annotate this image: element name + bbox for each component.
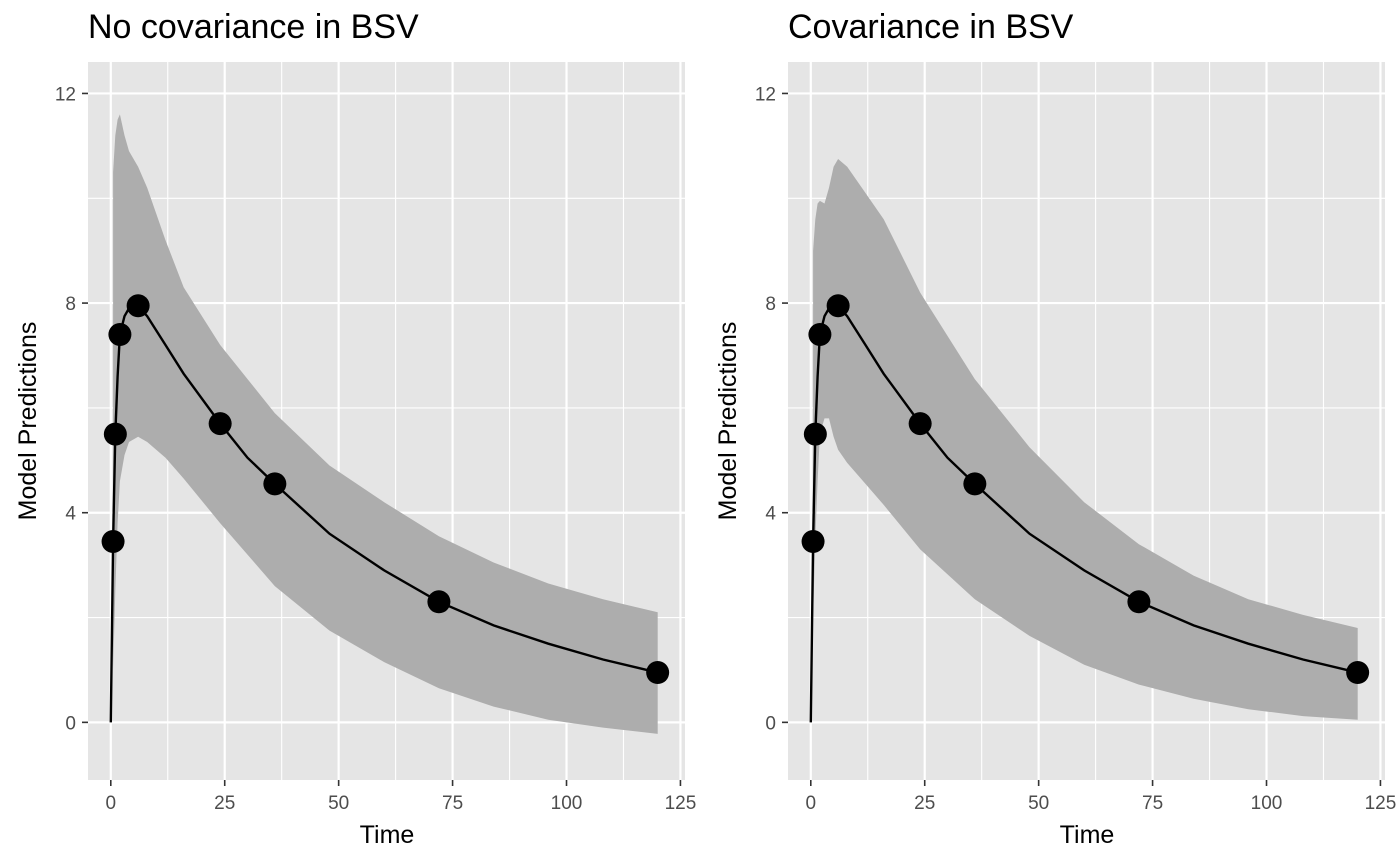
panel-right-axes: 0 25 50 75 100 125 0 4 8 12 [755,84,1396,814]
panel-right-ribbon [813,159,1358,720]
panel-right-x-tick-label: 75 [1142,793,1163,814]
panel-right: Covariance in BSV 0 25 50 75 100 125 0 4 8 12 Tim… [714,8,1396,849]
panel-left-curve [109,304,658,723]
panel-left-ribbon [113,114,658,734]
panel-left-data-point [208,412,232,436]
panel-left-x-tick-label: 75 [442,793,463,814]
panel-left-x-tick-label: 25 [214,793,235,814]
panel-left-y-tick-label: 4 [65,504,76,525]
panel-right-y-axis-title: Model Predictions [714,322,742,521]
panel-left-data-point [427,590,451,614]
panel-right-x-tick-label: 50 [1028,793,1049,814]
panel-left-data-point [103,422,127,446]
panel-right-data-point [826,294,850,318]
panel-right-x-tick-label: 25 [914,793,935,814]
panel-right-grid [788,62,1385,780]
panel-right-data-point [801,530,825,554]
panel-right-data-point [808,323,832,347]
panel-right-y-tick-label: 12 [755,84,776,105]
panel-right-data-point [908,412,932,436]
panel-left-x-tick-label: 100 [551,793,583,814]
panel-left-x-tick-label: 0 [105,793,116,814]
panel-right-y-tick-label: 8 [765,294,776,315]
panel-left-data-point [101,530,125,554]
panel-left-title: No covariance in BSV [88,8,419,46]
panel-right-x-tick-label: 0 [805,793,816,814]
panel-left-axes: 0 25 50 75 100 125 0 4 8 12 [55,84,696,814]
panel-right-data-point [803,422,827,446]
panel-left-points [101,294,670,685]
panel-right-data-point [1346,661,1370,685]
panel-right-title: Covariance in BSV [788,8,1074,46]
panel-left-data-point [263,472,287,496]
panel-left-y-tick-label: 12 [55,84,76,105]
panel-right-data-point [1127,590,1151,614]
panel-left-x-tick-label: 125 [665,793,697,814]
panel-right-curve [809,304,1358,723]
panel-left: No covariance in BSV 0 25 50 75 100 12504812 … [14,8,696,849]
panel-right-y-tick-label: 4 [765,504,776,525]
panel-right-data-point [963,472,987,496]
panel-left-data-point [646,661,670,685]
panel-right-y-tick-label: 0 [765,713,776,734]
panel-left-x-axis-title: Time [360,821,415,849]
panel-left-y-tick-label: 8 [65,294,76,315]
panel-left-data-point [126,294,150,318]
panel-right-x-tick-label: 100 [1251,793,1283,814]
panel-left-x-tick-label: 50 [328,793,349,814]
panel-left-data-point [108,323,132,347]
panel-left-y-axis-title: Model Predictions [14,322,42,521]
panel-right-x-axis-title: Time [1060,821,1115,849]
panel-right-x-tick-label: 125 [1365,793,1397,814]
panel-right-points [801,294,1370,685]
panel-left-y-tick-label: 0 [65,713,76,734]
